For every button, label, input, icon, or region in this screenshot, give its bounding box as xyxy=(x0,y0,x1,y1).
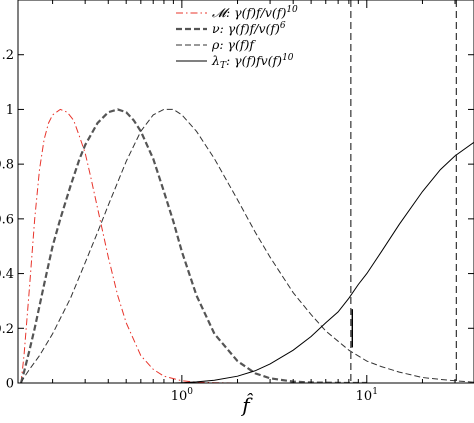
series-line-3 xyxy=(20,108,474,383)
legend: 𝓜: γ(f)f/v(f)10ν: γ(f)f/v(f)6ρ: γ(f)fλT:… xyxy=(176,5,298,71)
legend-label-2: ν: γ(f)f/v(f)6 xyxy=(212,21,286,36)
y-tick-label: 0 xyxy=(6,377,14,392)
y-tick-label: 0.8 xyxy=(0,158,14,173)
plot-lines xyxy=(19,0,474,383)
legend-label-4: λT: γ(f)fv(f)10 xyxy=(211,53,294,71)
x-tick-label: 100 xyxy=(171,387,194,404)
y-tick-label: 0.6 xyxy=(0,212,14,227)
y-tick-label: 1.2 xyxy=(0,48,14,63)
ticks: 0 0.2 0.4 0.6 0.8 1 1.2 100 101 xyxy=(0,0,474,404)
y-tick-label: 0.2 xyxy=(0,322,14,337)
y-tick-label: 0.4 xyxy=(0,267,14,282)
axes-frame xyxy=(17,0,474,384)
x-tick-label: 101 xyxy=(356,387,378,404)
legend-label-3: ρ: γ(f)f xyxy=(211,37,256,52)
legend-label-1: 𝓜: γ(f)f/v(f)10 xyxy=(212,5,298,20)
series-line-2 xyxy=(19,108,367,383)
series-line-4 xyxy=(173,141,474,383)
x-axis-label: f̂ xyxy=(240,393,254,417)
series-line-1 xyxy=(20,108,326,383)
y-tick-label: 1 xyxy=(6,103,14,118)
